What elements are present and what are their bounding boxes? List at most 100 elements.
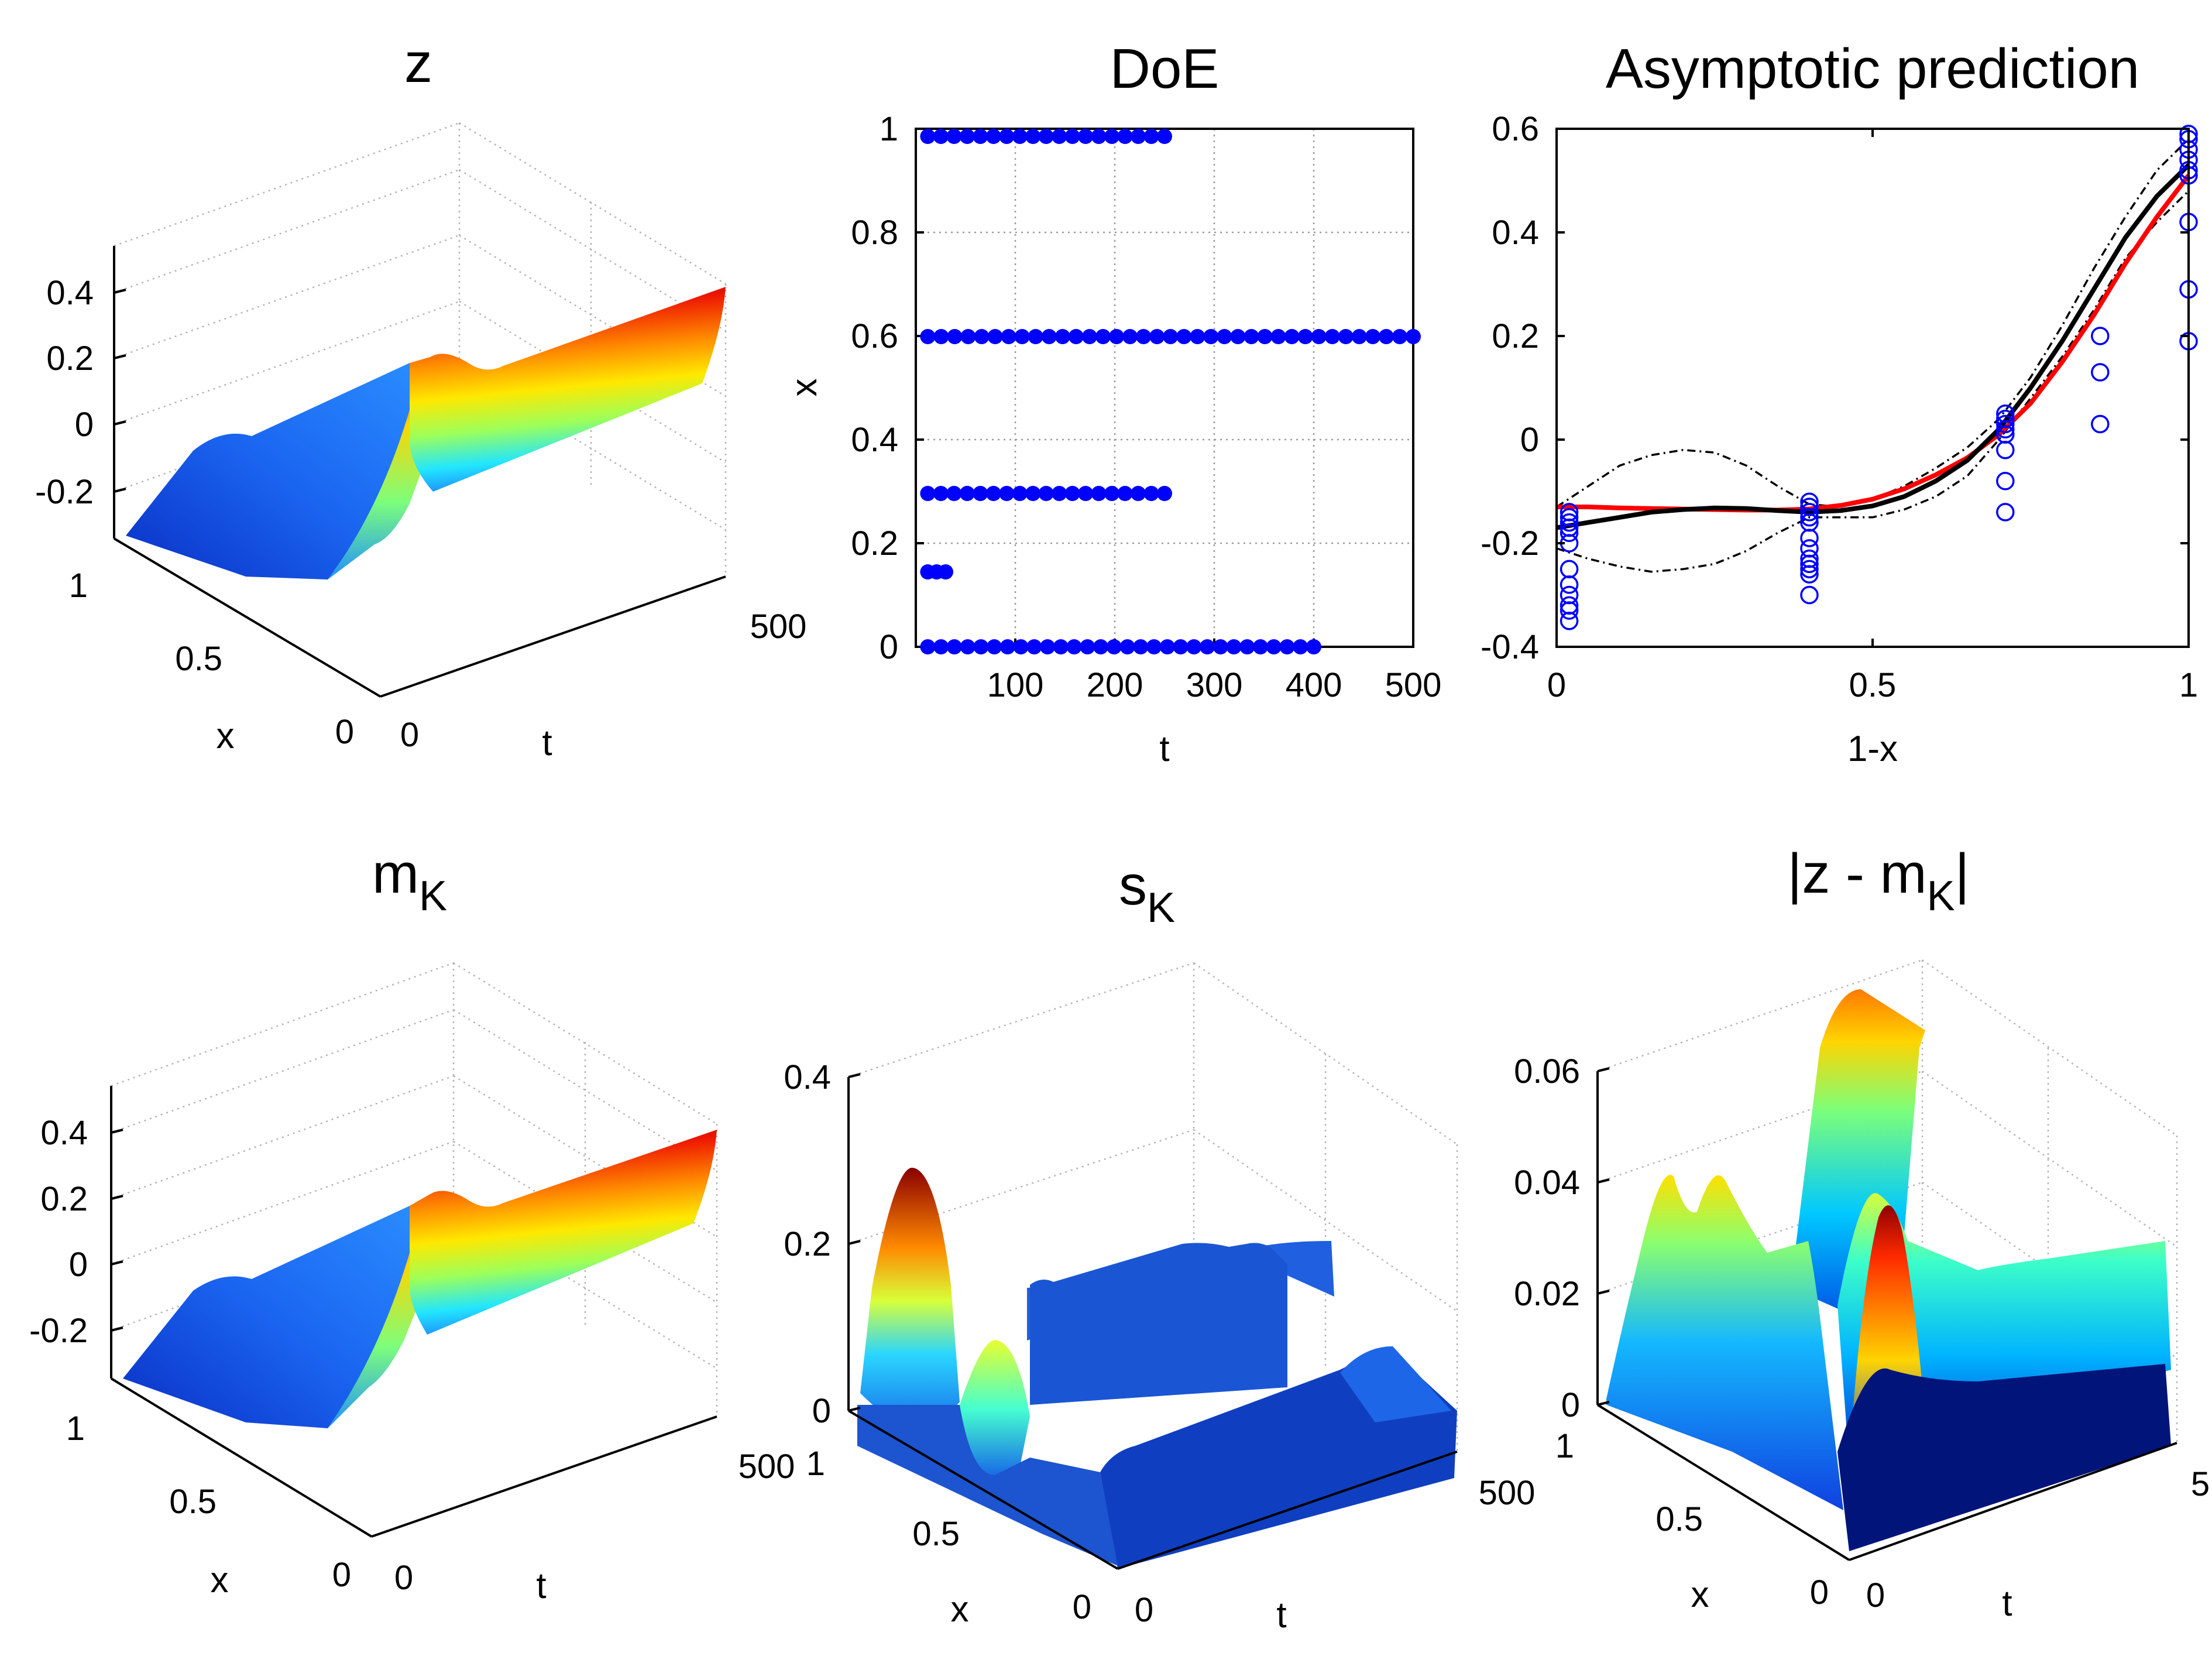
chart-doe-point [1012,486,1028,501]
chart-doe-point [1109,329,1125,344]
chart-asym-observation [1560,575,1579,594]
chart-doe-point [933,639,949,654]
chart-z-taxis: 0 500 t [380,575,806,763]
chart-sk-surface-band-mid [1030,1243,1287,1405]
chart-doe-point [1226,639,1242,654]
chart-mk-ztick: -0.2 [29,1312,88,1350]
chart-doe-ylabel: x [784,379,825,397]
chart-doe-point [1080,639,1095,654]
chart-doe-grid [916,128,1414,648]
chart-doe-point [1203,329,1219,344]
chart-doe-point [1040,639,1056,654]
chart-err-xlabel: x [1691,1575,1709,1615]
chart-sk-tlabel: t [1276,1595,1286,1635]
chart-err-xtick: 1 [1555,1427,1574,1465]
chart-doe-point [1038,486,1054,501]
chart-doe-point [1052,129,1067,144]
chart-mk-title: mK [372,842,447,920]
chart-doe-ytick-label: 0 [880,628,898,666]
chart-doe-point [1213,639,1228,654]
chart-err-title-end: | [1955,842,1970,905]
chart-sk-xaxis: 1 0.5 0 x [806,1410,1119,1630]
chart-asym-observation [1560,560,1579,578]
chart-z-tlabel: t [542,723,552,763]
chart-z-xtick: 1 [69,567,88,605]
chart-asym-ytick-label: 0.6 [1492,110,1539,148]
chart-err-tlabel: t [2002,1583,2012,1624]
chart-asym-observation [1800,585,1819,605]
chart-sk-surface: sK 0.4 0.2 0 1 0.5 0 [784,854,1535,1635]
chart-asym-band-line [1556,138,2190,508]
chart-z-zaxis: 0.4 0.2 0 -0.2 [35,246,126,539]
chart-sk-ztick: 0.2 [784,1225,831,1263]
chart-doe-point [920,329,936,344]
chart-doe-point [1230,329,1246,344]
chart-z-surface-red [410,287,726,492]
chart-sk-xtick: 0 [1073,1588,1091,1626]
chart-doe-point [999,639,1015,654]
chart-sk-taxis: 0 500 t [1117,1451,1535,1635]
chart-doe-point [1143,486,1159,501]
chart-doe-point [1244,329,1259,344]
chart-doe-point [1052,486,1067,501]
chart-doe-point [973,129,988,144]
chart-asym-lines [1556,138,2191,573]
chart-asym-observation [1560,596,1579,615]
chart-doe-xtick-label: 300 [1186,666,1243,704]
chart-asym-observation [1560,503,1579,522]
chart-doe-point [1038,129,1054,144]
chart-doe-point [1146,639,1162,654]
chart-doe-title: DoE [1110,37,1220,100]
chart-doe-point [1093,639,1109,654]
chart-doe-point [974,329,990,344]
chart-asym-ytick-label: -0.4 [1481,628,1539,666]
chart-z-xtick: 0.5 [175,640,222,678]
chart-doe-point [1066,639,1082,654]
chart-mk-surface-blue [123,1206,415,1428]
chart-mk-title-main: m [372,842,419,905]
chart-asymptotic-prediction: Asymptotic prediction 0 0.5 1-0.4-0.200.20… [1481,37,2198,769]
chart-z-ztick: 0.4 [46,274,94,312]
chart-doe-point [973,486,988,501]
chart-err-zaxis: 0.06 0.04 0.02 0 [1514,1052,1610,1424]
chart-doe-point [959,129,975,144]
chart-doe-plot-frame [915,128,1414,648]
chart-asym-observation [1800,498,1819,516]
chart-z-surface-blue [126,363,415,580]
chart-err-xaxis: 1 0.5 0 x [1555,1404,1850,1615]
chart-doe-point [1200,639,1215,654]
chart-doe-point [1176,329,1192,344]
chart-doe-point [1078,129,1094,144]
chart-err-ztick: 0.06 [1514,1052,1580,1091]
chart-asym-red-line [1557,174,2191,513]
chart-sk-ztick: 0.4 [784,1058,831,1096]
chart-doe-point [1378,329,1394,344]
chart-mk-xtick: 1 [66,1410,85,1448]
chart-z-ttick: 0 [400,716,419,754]
chart-mk-title-sub: K [419,873,447,920]
chart-asym-observation [1800,492,1819,511]
chart-asym-observation [1800,529,1819,547]
chart-asym-band-line [1556,190,2190,573]
chart-asym-observation [1800,503,1819,522]
chart-asym-ytick-label: -0.2 [1481,524,1539,563]
chart-doe-ytick-label: 0.4 [851,421,898,459]
chart-doe-point [1157,129,1172,144]
chart-doe-point [1163,329,1179,344]
chart-asym-xtick-label: 0.5 [1849,666,1897,704]
chart-doe-point [1131,129,1146,144]
chart-sk-surface-bump [960,1340,1030,1478]
chart-asym-observation [1996,472,2015,491]
chart-doe-point [1091,486,1107,501]
chart-asym-observation [1996,404,2015,423]
chart-doe-point [1173,639,1189,654]
chart-err-title: |z - mK| [1787,842,1969,920]
chart-z-xaxis: 1 0.5 0 x [69,537,382,756]
chart-doe-point [1306,639,1321,654]
chart-asym-observation [1560,585,1579,605]
chart-doe-xtick-label: 100 [987,666,1044,704]
chart-doe-point [1365,329,1380,344]
chart-doe-point [1012,129,1028,144]
chart-mk-surface-red [410,1130,717,1335]
chart-doe-point [1041,329,1057,344]
